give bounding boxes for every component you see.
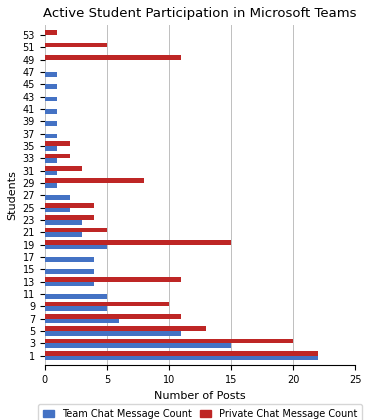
Bar [45,343,231,348]
Bar [45,97,57,102]
Bar [45,232,82,237]
Title: Active Student Participation in Microsoft Teams: Active Student Participation in Microsof… [43,7,357,20]
Bar [45,207,70,213]
Bar [45,134,57,139]
Bar [45,43,107,47]
Bar [45,220,82,225]
Bar [45,109,57,114]
Bar [45,158,57,163]
Bar [45,55,181,60]
Bar [45,302,169,306]
Y-axis label: Students: Students [7,171,17,220]
Bar [45,195,70,200]
Bar [45,339,293,343]
Bar [45,215,94,220]
Bar [45,154,70,158]
Bar [45,331,181,336]
Bar [45,281,94,286]
Bar [45,326,206,331]
Bar [45,84,57,89]
Bar [45,294,107,299]
Bar [45,306,107,311]
Bar [45,178,144,183]
Bar [45,277,181,281]
Bar [45,319,119,323]
Bar [45,142,70,146]
Bar [45,183,57,188]
Bar [45,146,57,151]
Bar [45,166,82,171]
Bar [45,351,318,356]
Bar [45,240,231,244]
Bar [45,257,94,262]
Bar [45,72,57,77]
Bar [45,121,57,126]
Bar [45,31,57,35]
Bar [45,269,94,274]
Bar [45,314,181,319]
Bar [45,203,94,207]
Bar [45,171,57,176]
X-axis label: Number of Posts: Number of Posts [154,391,246,401]
Bar [45,244,107,249]
Bar [45,228,107,232]
Bar [45,356,318,360]
Legend: Team Chat Message Count, Private Chat Message Count: Team Chat Message Count, Private Chat Me… [38,404,362,420]
